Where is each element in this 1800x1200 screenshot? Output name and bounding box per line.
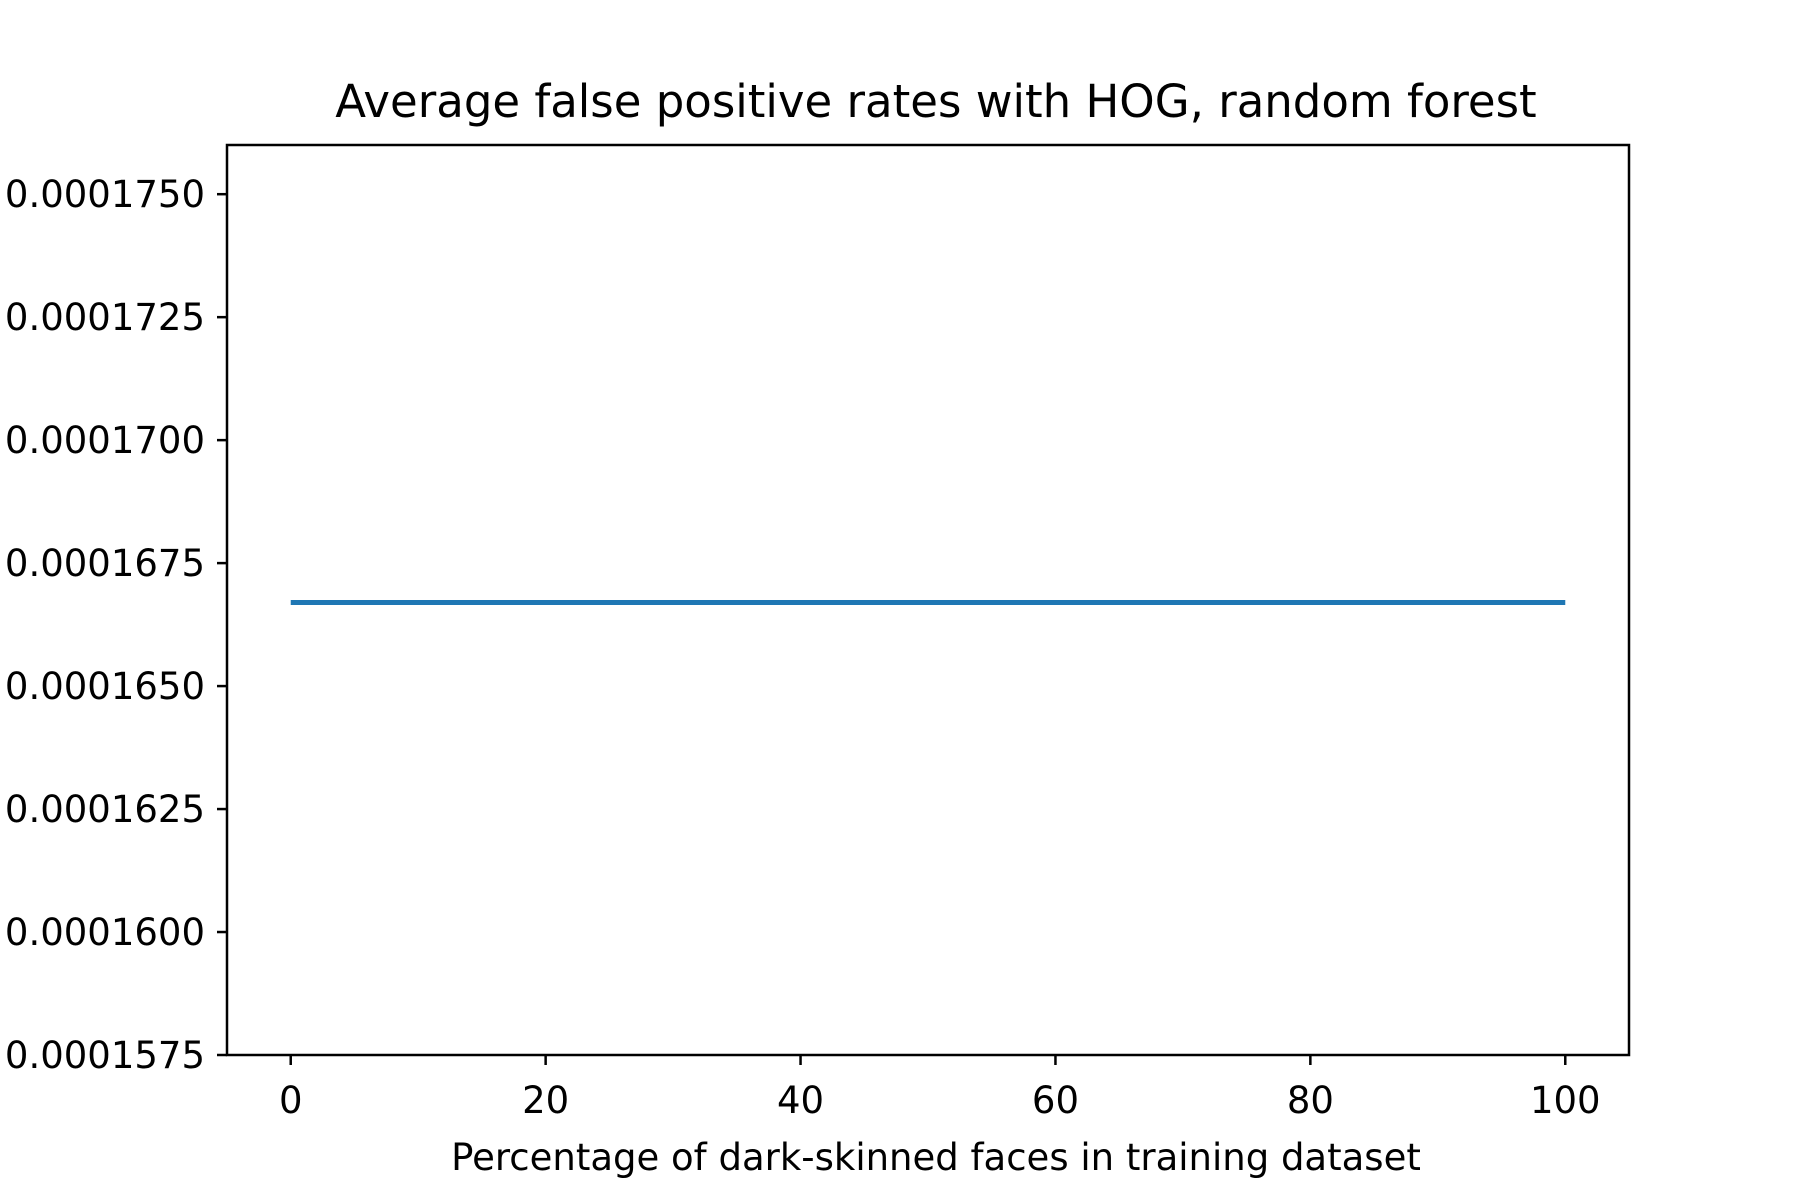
x-axis-label: Percentage of dark-skinned faces in trai…	[451, 1136, 1421, 1179]
x-tick-label: 20	[522, 1079, 569, 1122]
chart-title: Average false positive rates with HOG, r…	[335, 75, 1536, 128]
y-tick-label: 0.0001675	[5, 542, 205, 585]
y-tick-label: 0.0001625	[5, 788, 205, 831]
x-axis: 0 20 40 60 80 100	[279, 1055, 1601, 1122]
y-tick-label: 0.0001650	[5, 665, 205, 708]
y-tick-label: 0.0001750	[5, 173, 205, 216]
x-tick-label: 60	[1032, 1079, 1079, 1122]
y-tick-label: 0.0001700	[5, 419, 205, 462]
x-tick-label: 100	[1530, 1079, 1601, 1122]
y-tick-label: 0.0001600	[5, 911, 205, 954]
x-tick-label: 80	[1287, 1079, 1334, 1122]
y-axis: 0.0001575 0.0001600 0.0001625 0.0001650 0.00…	[5, 173, 227, 1077]
y-tick-label: 0.0001725	[5, 296, 205, 339]
plot-frame	[225, 143, 1631, 1057]
x-tick-label: 40	[777, 1079, 824, 1122]
y-tick-label: 0.0001575	[5, 1034, 205, 1077]
x-tick-label: 0	[279, 1079, 303, 1122]
